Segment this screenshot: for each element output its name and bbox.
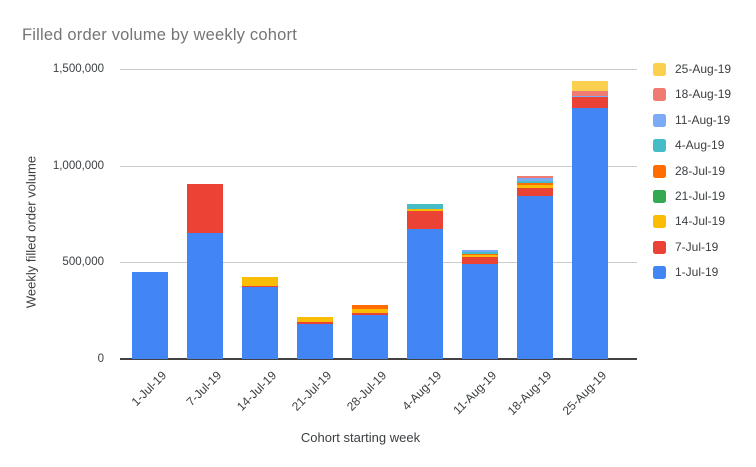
legend-item: 25-Aug-19 [653,63,731,76]
legend-item: 7-Jul-19 [653,239,731,254]
bar-segment [517,183,553,185]
bar-segment [297,317,333,322]
bar-segment [352,305,388,309]
legend-label: 1-Jul-19 [675,265,719,280]
bar-segment [462,254,498,255]
bar-segment [407,211,443,229]
bar-segment [407,229,443,359]
bar-segment [462,257,498,264]
bar-segment [187,184,223,233]
bar-segment [517,185,553,188]
bar-segment [517,176,553,178]
legend-label: 28-Jul-19 [675,163,726,178]
x-axis-labels: 1-Jul-19 7-Jul-19 14-Jul-19 21-Jul-19 28-Jul… [120,69,637,418]
y-tick-label: 0 [97,353,104,365]
legend-swatch [653,113,666,127]
bar-segment [572,81,608,91]
chart-title: Filled order volume by weekly cohort [22,26,297,44]
legend-label: 11-Aug-19 [675,112,731,127]
bar-segment [462,255,498,257]
legend-swatch [653,189,666,203]
x-axis-baseline [120,358,637,360]
legend-item: 11-Aug-19 [653,112,731,127]
legend-swatch [653,88,666,102]
bar-segment [352,309,388,313]
legend-swatch [653,63,666,76]
plot-area [120,69,637,360]
bar-segment [242,277,278,286]
bar-segment [407,209,443,211]
legend-item: 14-Jul-19 [653,214,731,229]
bar-segment [462,252,498,254]
legend-label: 25-Aug-19 [675,62,732,76]
legend-label: 21-Jul-19 [675,188,726,203]
bar-segment [242,286,278,287]
bar-segment [132,272,168,359]
gridline [120,262,637,264]
legend-swatch [653,240,666,254]
bar-segment [572,97,608,108]
legend-swatch [653,139,666,153]
gridline [120,165,637,167]
bar-segment [407,204,443,209]
bar-segment [462,250,498,252]
bar-segment [572,108,608,359]
bar-segment [352,315,388,359]
y-tick-label: 500,000 [62,256,104,269]
gridline [120,69,637,70]
legend-swatch [653,215,666,229]
legend-swatch [653,164,666,178]
y-tick-label: 1,000,000 [52,159,104,172]
legend-label: 4-Aug-19 [675,138,725,153]
bar-segment [517,178,553,181]
legend-item: 21-Jul-19 [653,188,731,203]
x-axis-title: Cohort starting week [300,430,421,445]
bar-segment [352,313,388,315]
legend-label: 7-Jul-19 [675,239,719,254]
legend-label: 18-Aug-19 [675,87,732,102]
bar-segment [187,233,223,359]
bar-segment [297,324,333,359]
bar-segment [572,96,608,97]
legend-swatch [653,266,666,280]
bar-segment [242,287,278,359]
y-tick-label: 1,500,000 [52,63,104,75]
bar-segment [517,188,553,196]
legend-item: 4-Aug-19 [653,138,731,153]
legend: 25-Aug-19 18-Aug-19 11-Aug-19 4-Aug-19 28-Ju… [653,63,731,292]
bar-segment [297,322,333,324]
bar-segment [517,181,553,183]
bar-segment [572,91,608,96]
legend-item: 1-Jul-19 [653,265,731,280]
legend-item: 18-Aug-19 [653,87,732,102]
bar-segment [517,196,553,359]
y-axis-ticks: 0 500,000 1,000,000 1,500,000 [20,63,112,365]
legend-item: 28-Jul-19 [653,163,731,178]
bar-segment [462,264,498,359]
legend-label: 14-Jul-19 [675,214,726,229]
